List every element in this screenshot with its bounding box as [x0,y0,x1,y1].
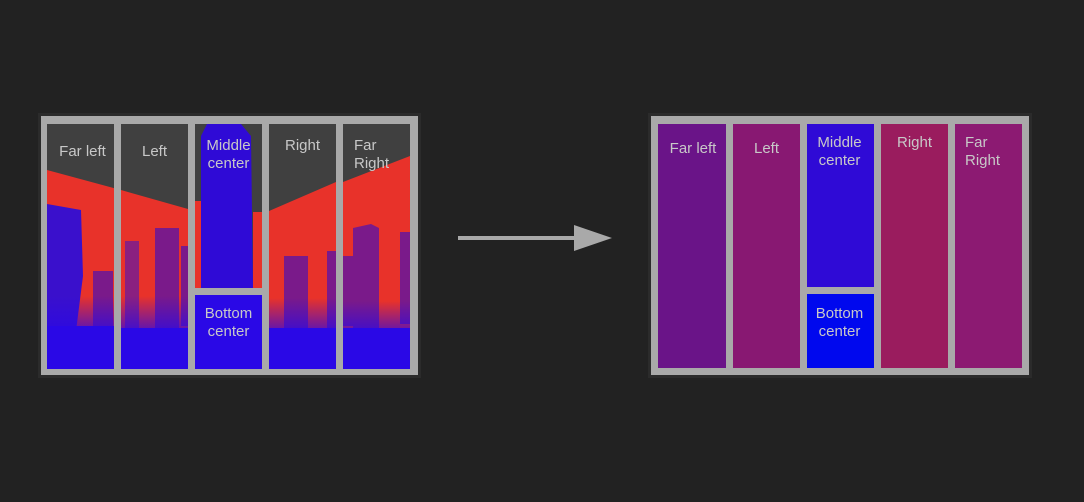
source-label-bottom-center: Bottom center [204,305,253,340]
result-label-left: Left [753,140,780,157]
source-label-far-left: Far left [59,143,106,160]
source-region-right [269,124,336,369]
result-region-middle-center [807,124,874,287]
result-region-bottom-center [807,294,874,368]
right-arrow-icon [458,225,612,251]
result-region-right [881,124,948,368]
source-region-far-left [47,124,114,369]
result-label-middle-center: Middle center [817,134,862,169]
source-label-far-right: Far Right [354,137,390,172]
result-region-far-left [658,124,726,368]
source-scene [47,124,410,369]
result-label-far-left: Far left [669,140,717,157]
result-region-far-right [955,124,1022,368]
source-label-right: Right [284,137,321,154]
source-label-middle-center: Middle center [206,137,251,172]
result-region-left [733,124,800,368]
source-region-bottom-center [195,295,262,369]
source-region-middle-center [195,124,262,288]
source-region-far-right [343,124,410,369]
result-label-far-right: Far Right [965,134,1001,169]
result-label-bottom-center: Bottom center [815,305,864,340]
result-label-right: Right [896,134,933,151]
source-panel: Far left Left Middle center Right Far Ri… [41,116,418,375]
source-region-left [121,124,188,369]
result-panel: Far left Left Middle center Right Far Ri… [651,116,1029,375]
source-label-left: Left [141,143,168,160]
